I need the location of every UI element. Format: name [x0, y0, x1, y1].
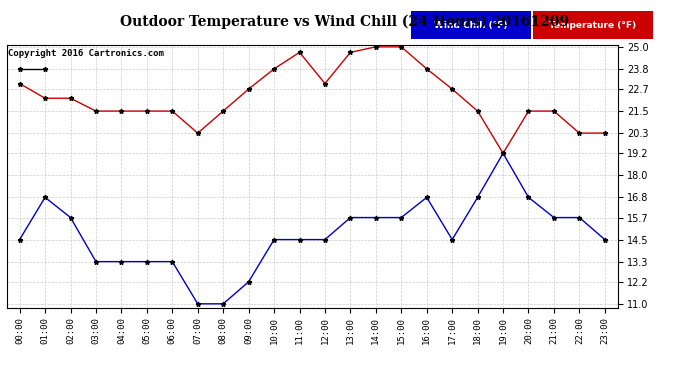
Text: Copyright 2016 Cartronics.com: Copyright 2016 Cartronics.com [8, 49, 164, 58]
Text: Wind Chill (°F): Wind Chill (°F) [434, 21, 508, 30]
Text: Temperature (°F): Temperature (°F) [549, 21, 637, 30]
Text: Outdoor Temperature vs Wind Chill (24 Hours) 20161209: Outdoor Temperature vs Wind Chill (24 Ho… [121, 15, 569, 29]
